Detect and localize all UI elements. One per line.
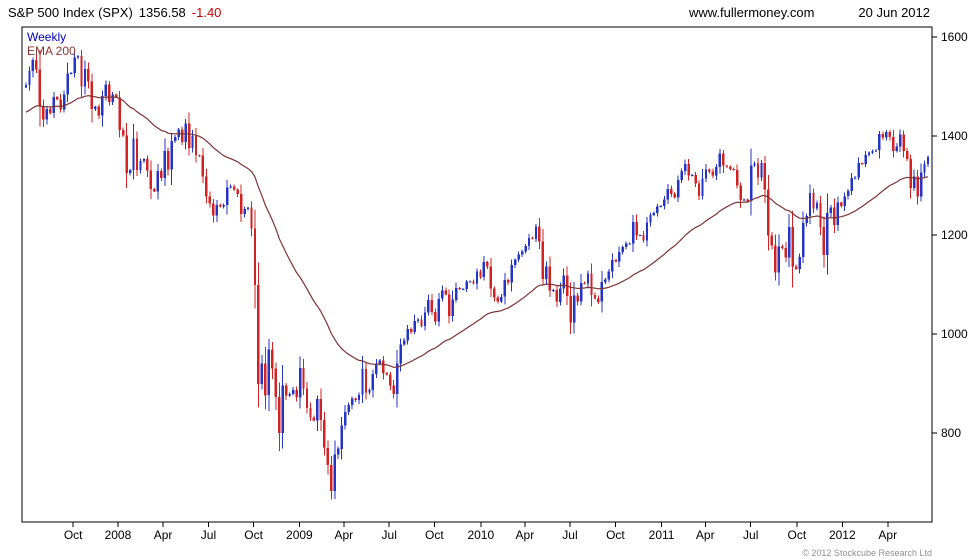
header-meta: www.fullermoney.com 20 Jun 2012 [689,5,930,20]
ema-label: EMA 200 [27,44,76,58]
svg-text:Jul: Jul [382,528,397,542]
timeframe-label: Weekly [27,30,67,44]
svg-text:Oct: Oct [606,528,625,542]
svg-text:Oct: Oct [64,528,83,542]
chart-header: S&P 500 Index (SPX) 1356.58 -1.40 www.fu… [0,0,980,24]
svg-text:Jul: Jul [743,528,758,542]
svg-text:Apr: Apr [878,528,897,542]
svg-text:1200: 1200 [941,228,968,242]
chart-title-group: S&P 500 Index (SPX) 1356.58 -1.40 [8,5,221,20]
plot-border [21,26,933,523]
svg-text:Oct: Oct [788,528,807,542]
svg-text:Jul: Jul [562,528,577,542]
svg-text:Apr: Apr [696,528,715,542]
svg-text:Oct: Oct [244,528,263,542]
svg-text:1600: 1600 [941,30,968,44]
instrument-name: S&P 500 Index (SPX) [8,4,133,20]
svg-text:Apr: Apr [516,528,535,542]
y-axis: 800 1000 1200 1400 1600 [932,30,968,440]
svg-text:1000: 1000 [941,327,968,341]
last-price: 1356.58 [138,4,186,20]
svg-text:2010: 2010 [467,528,494,542]
x-axis: Oct 2008 Apr Jul Oct 2009 Apr Jul Oct 2010 Apr Jul O… [64,522,897,542]
svg-text:2008: 2008 [105,528,132,542]
svg-text:2012: 2012 [829,528,856,542]
price-change: -1.40 [191,4,222,20]
svg-text:2009: 2009 [286,528,313,542]
candles-layer [24,49,930,500]
website-text: www.fullermoney.com [688,4,815,20]
date-text: 20 Jun 2012 [858,4,930,20]
svg-text:Oct: Oct [425,528,444,542]
svg-text:Apr: Apr [154,528,173,542]
svg-text:800: 800 [941,426,961,440]
svg-text:1400: 1400 [941,129,968,143]
svg-text:2011: 2011 [649,528,675,542]
svg-text:Apr: Apr [334,528,353,542]
svg-text:Jul: Jul [201,528,216,542]
ema-line [25,94,929,368]
copyright-text: © 2012 Stockcube Research Ltd [802,548,932,558]
